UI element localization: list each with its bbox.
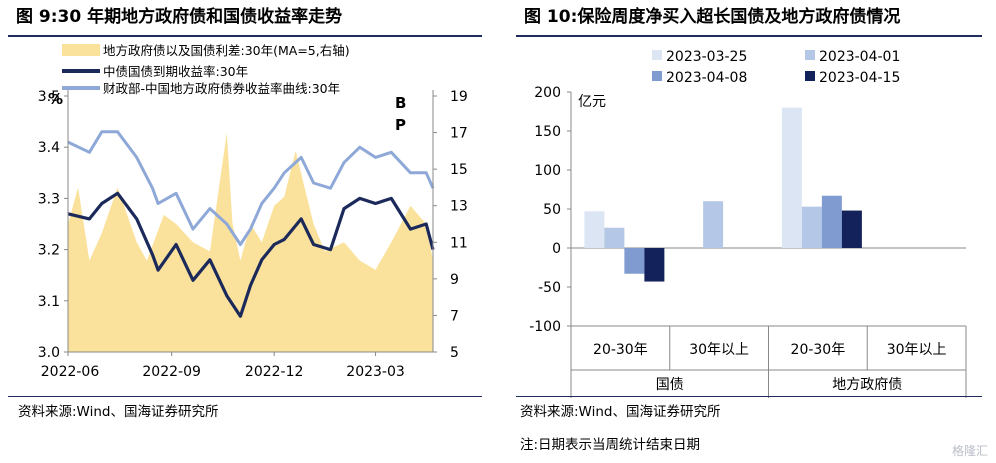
- legend-label: 2023-04-01: [819, 49, 900, 65]
- bar: [801, 206, 822, 248]
- bar: [604, 227, 625, 248]
- y-tick-label: 0: [552, 241, 561, 257]
- category-label: 20-30年: [593, 342, 648, 358]
- left-y-tick-label: 3.0: [38, 345, 60, 361]
- right-y-tick-label: 7: [450, 308, 459, 324]
- left-source: 资料来源:Wind、国海证券研究所: [18, 404, 219, 420]
- bar: [703, 201, 724, 248]
- x-tick-label: 2023-03: [346, 364, 405, 380]
- y-tick-label: 200: [534, 85, 561, 101]
- category-label: 30年以上: [887, 342, 947, 358]
- bar: [584, 211, 605, 248]
- bar: [781, 107, 802, 248]
- y-tick-label: 150: [534, 124, 561, 140]
- legend-label: 2023-04-08: [666, 70, 747, 86]
- left-figure-title: 图 9:30 年期地方政府债和国债收益率走势: [16, 7, 343, 27]
- group-label: 国债: [656, 377, 684, 393]
- y-tick-label: -50: [538, 280, 561, 296]
- y-tick-label: -100: [529, 319, 561, 335]
- bar: [841, 210, 862, 248]
- left-title-rule: [8, 35, 482, 37]
- legend-label: 地方政府债以及国债利差:30年(MA=5,右轴): [103, 43, 350, 58]
- right-y-tick-label: 19: [450, 89, 468, 105]
- right-y-tick-label: 13: [450, 199, 468, 215]
- spread-area-series: [68, 132, 433, 352]
- bar: [821, 195, 842, 248]
- left-y-tick-label: 3.3: [38, 191, 60, 207]
- right-title-rule: [516, 35, 982, 37]
- left-axis-unit: %: [48, 90, 63, 108]
- right-y-tick-label: 17: [450, 126, 468, 142]
- right-note: 注:日期表示当周统计结束日期: [520, 437, 701, 453]
- legend-swatch: [652, 50, 662, 60]
- right-source: 资料来源:Wind、国海证券研究所: [520, 404, 721, 420]
- legend-label: 2023-03-25: [666, 49, 747, 65]
- left-chart: 3.0 3.1 3.2 3.3 3.4 3.5 5 7 9 11 13 15 17 19 2022-06 20…: [38, 43, 468, 380]
- treasury-yield-line: [67, 191, 435, 318]
- legend-label: 2023-04-15: [819, 70, 900, 86]
- right-figure-title: 图 10:保险周度净买入超长国债及地方政府债情况: [524, 7, 901, 27]
- legend-swatch: [652, 71, 662, 81]
- legend-swatch: [805, 71, 815, 81]
- right-chart: 200 150 100 50 0 -50 -100 亿元 20-30年 30年以上 20-30年 30…: [529, 49, 967, 398]
- right-y-tick-label: 9: [450, 272, 459, 288]
- local-gov-yield-line: [67, 130, 435, 246]
- category-label: 30年以上: [689, 342, 749, 358]
- x-tick-label: 2022-12: [245, 364, 304, 380]
- y-axis-unit: 亿元: [578, 94, 606, 110]
- legend-swatch: [62, 44, 100, 56]
- left-y-tick-label: 3.2: [38, 243, 60, 259]
- right-y-tick-label: 5: [450, 345, 459, 361]
- bar: [644, 248, 665, 282]
- group-label: 地方政府债: [832, 377, 902, 393]
- right-axis-unit-p: P: [395, 116, 406, 134]
- left-source-rule: [8, 396, 482, 397]
- right-source-rule: [516, 396, 982, 397]
- right-y-tick-label: 11: [450, 235, 468, 251]
- right-y-tick-label: 15: [450, 162, 468, 178]
- watermark-logo: 格隆汇: [951, 444, 988, 458]
- legend-swatch: [805, 50, 815, 60]
- left-y-tick-label: 3.1: [38, 294, 60, 310]
- left-y-tick-label: 3.4: [38, 140, 60, 156]
- legend-label: 中债国债到期收益率:30年: [103, 64, 248, 79]
- legend-label: 财政部-中国地方政府债券收益率曲线:30年: [103, 81, 340, 96]
- y-tick-label: 50: [543, 202, 561, 218]
- x-tick-label: 2022-09: [142, 364, 201, 380]
- left-y-tick-label: 3.5: [38, 89, 60, 105]
- bar: [624, 248, 645, 274]
- right-axis-unit-b: B: [395, 94, 406, 112]
- y-tick-label: 100: [534, 163, 561, 179]
- x-tick-label: 2022-06: [41, 364, 100, 380]
- category-label: 20-30年: [791, 342, 846, 358]
